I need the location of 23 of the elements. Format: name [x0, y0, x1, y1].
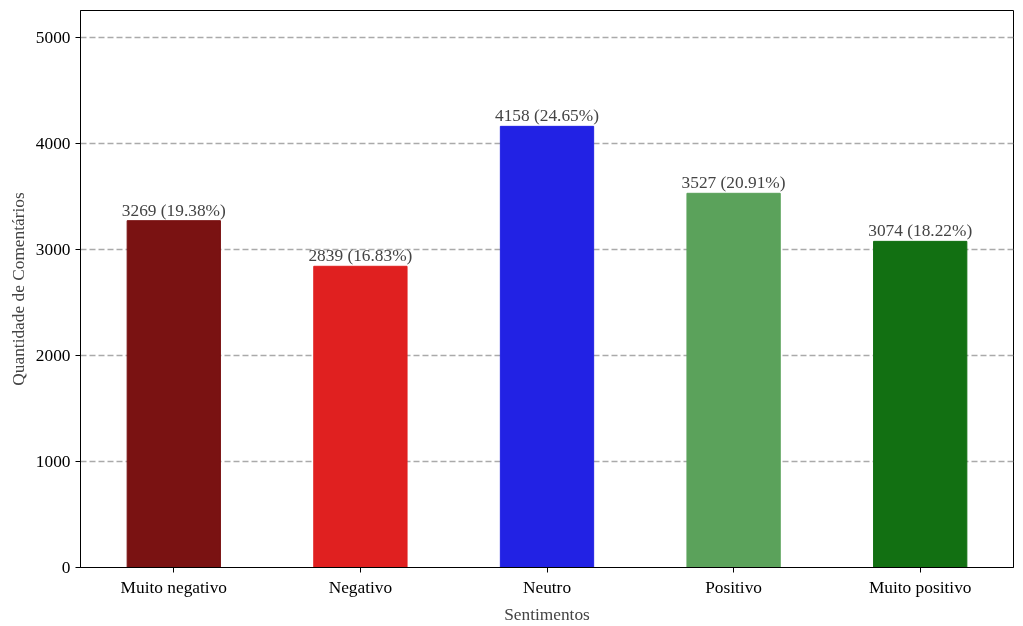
- y-tick-label: 4000: [35, 133, 71, 153]
- y-tick-label: 2000: [35, 345, 71, 365]
- y-axis-title: Quantidade de Comentários: [8, 192, 28, 386]
- bar: [686, 192, 781, 568]
- y-tick-label: 3000: [35, 239, 71, 259]
- x-tick-label: Neutro: [522, 577, 572, 597]
- y-tick-label: 1000: [35, 451, 71, 471]
- bar: [126, 220, 221, 568]
- x-tick-label: Muito positivo: [868, 577, 972, 597]
- x-axis-title: Sentimentos: [504, 604, 591, 624]
- y-tick-label: 0: [61, 558, 71, 577]
- data-label: 3074 (18.22%): [868, 221, 973, 241]
- data-label: 3527 (20.91%): [681, 173, 786, 193]
- x-tick-label: Positivo: [705, 577, 763, 597]
- data-label: 4158 (24.65%): [495, 106, 600, 126]
- y-tick-label: 5000: [35, 27, 71, 47]
- bar: [499, 125, 595, 568]
- data-label: 2839 (16.83%): [308, 246, 413, 266]
- x-tick-label: Muito negativo: [120, 577, 227, 597]
- x-tick-label: Negativo: [328, 577, 393, 597]
- bar: [313, 265, 408, 568]
- bar: [873, 240, 968, 568]
- data-label: 3269 (19.38%): [121, 200, 227, 220]
